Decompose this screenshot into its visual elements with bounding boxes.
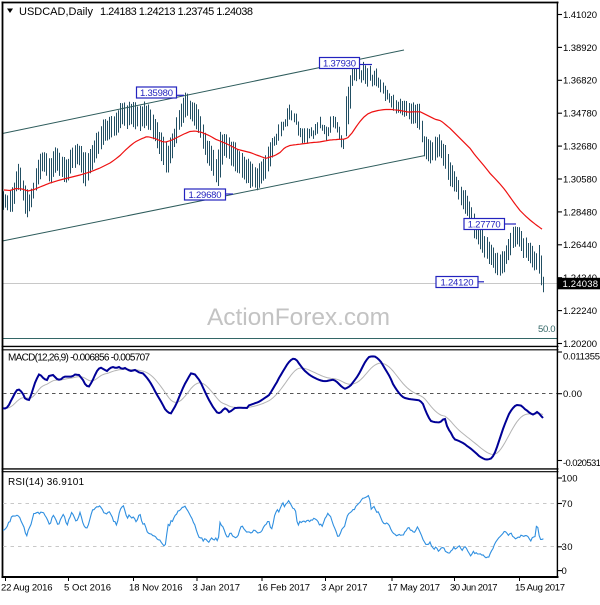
- svg-text:MACD(12,26,9) -0.006856 -0.005: MACD(12,26,9) -0.006856 -0.005707: [8, 353, 150, 364]
- svg-text:5 Oct 2016: 5 Oct 2016: [64, 583, 111, 594]
- svg-text:1.36820: 1.36820: [563, 76, 597, 87]
- svg-text:ActionForex.com: ActionForex.com: [207, 304, 390, 331]
- svg-text:50.0: 50.0: [538, 324, 556, 335]
- svg-text:1.35980: 1.35980: [140, 88, 173, 99]
- svg-text:30: 30: [562, 542, 573, 553]
- svg-text:USDCAD,Daily: USDCAD,Daily: [19, 6, 94, 18]
- svg-text:1.22240: 1.22240: [563, 306, 597, 317]
- svg-text:1.34780: 1.34780: [563, 109, 597, 120]
- svg-text:100: 100: [562, 473, 578, 484]
- svg-text:1.37930: 1.37930: [323, 59, 356, 70]
- svg-text:1.30580: 1.30580: [563, 174, 597, 185]
- svg-text:17 May 2017: 17 May 2017: [388, 583, 441, 594]
- svg-text:1.24038: 1.24038: [563, 279, 599, 290]
- svg-text:0: 0: [562, 566, 567, 577]
- svg-text:1.29680: 1.29680: [189, 190, 222, 201]
- svg-text:1.26440: 1.26440: [563, 240, 597, 251]
- svg-text:22 Aug 2016: 22 Aug 2016: [1, 583, 53, 594]
- svg-text:30 Jun 2017: 30 Jun 2017: [450, 583, 498, 594]
- svg-text:RSI(14) 36.9101: RSI(14) 36.9101: [8, 477, 84, 488]
- svg-text:15 Aug 2017: 15 Aug 2017: [515, 583, 565, 594]
- svg-text:-0.020531: -0.020531: [563, 458, 600, 469]
- svg-text:3 Jan 2017: 3 Jan 2017: [193, 583, 241, 594]
- svg-text:1.32680: 1.32680: [563, 142, 597, 153]
- svg-text:1.20200: 1.20200: [563, 339, 597, 350]
- svg-text:1.41020: 1.41020: [563, 10, 597, 21]
- svg-text:18 Nov 2016: 18 Nov 2016: [129, 583, 183, 594]
- svg-text:1.24120: 1.24120: [441, 278, 474, 289]
- svg-text:70: 70: [562, 499, 573, 510]
- svg-text:1.24183 1.24213 1.23745 1.2403: 1.24183 1.24213 1.23745 1.24038: [100, 6, 253, 18]
- svg-text:0.011355: 0.011355: [563, 351, 600, 362]
- svg-text:1.28480: 1.28480: [563, 207, 597, 218]
- svg-text:0.00: 0.00: [563, 389, 582, 400]
- svg-text:1.27770: 1.27770: [468, 220, 501, 231]
- svg-text:1.38920: 1.38920: [563, 43, 597, 54]
- svg-text:16 Feb 2017: 16 Feb 2017: [258, 583, 311, 594]
- svg-text:3 Apr 2017: 3 Apr 2017: [321, 583, 368, 594]
